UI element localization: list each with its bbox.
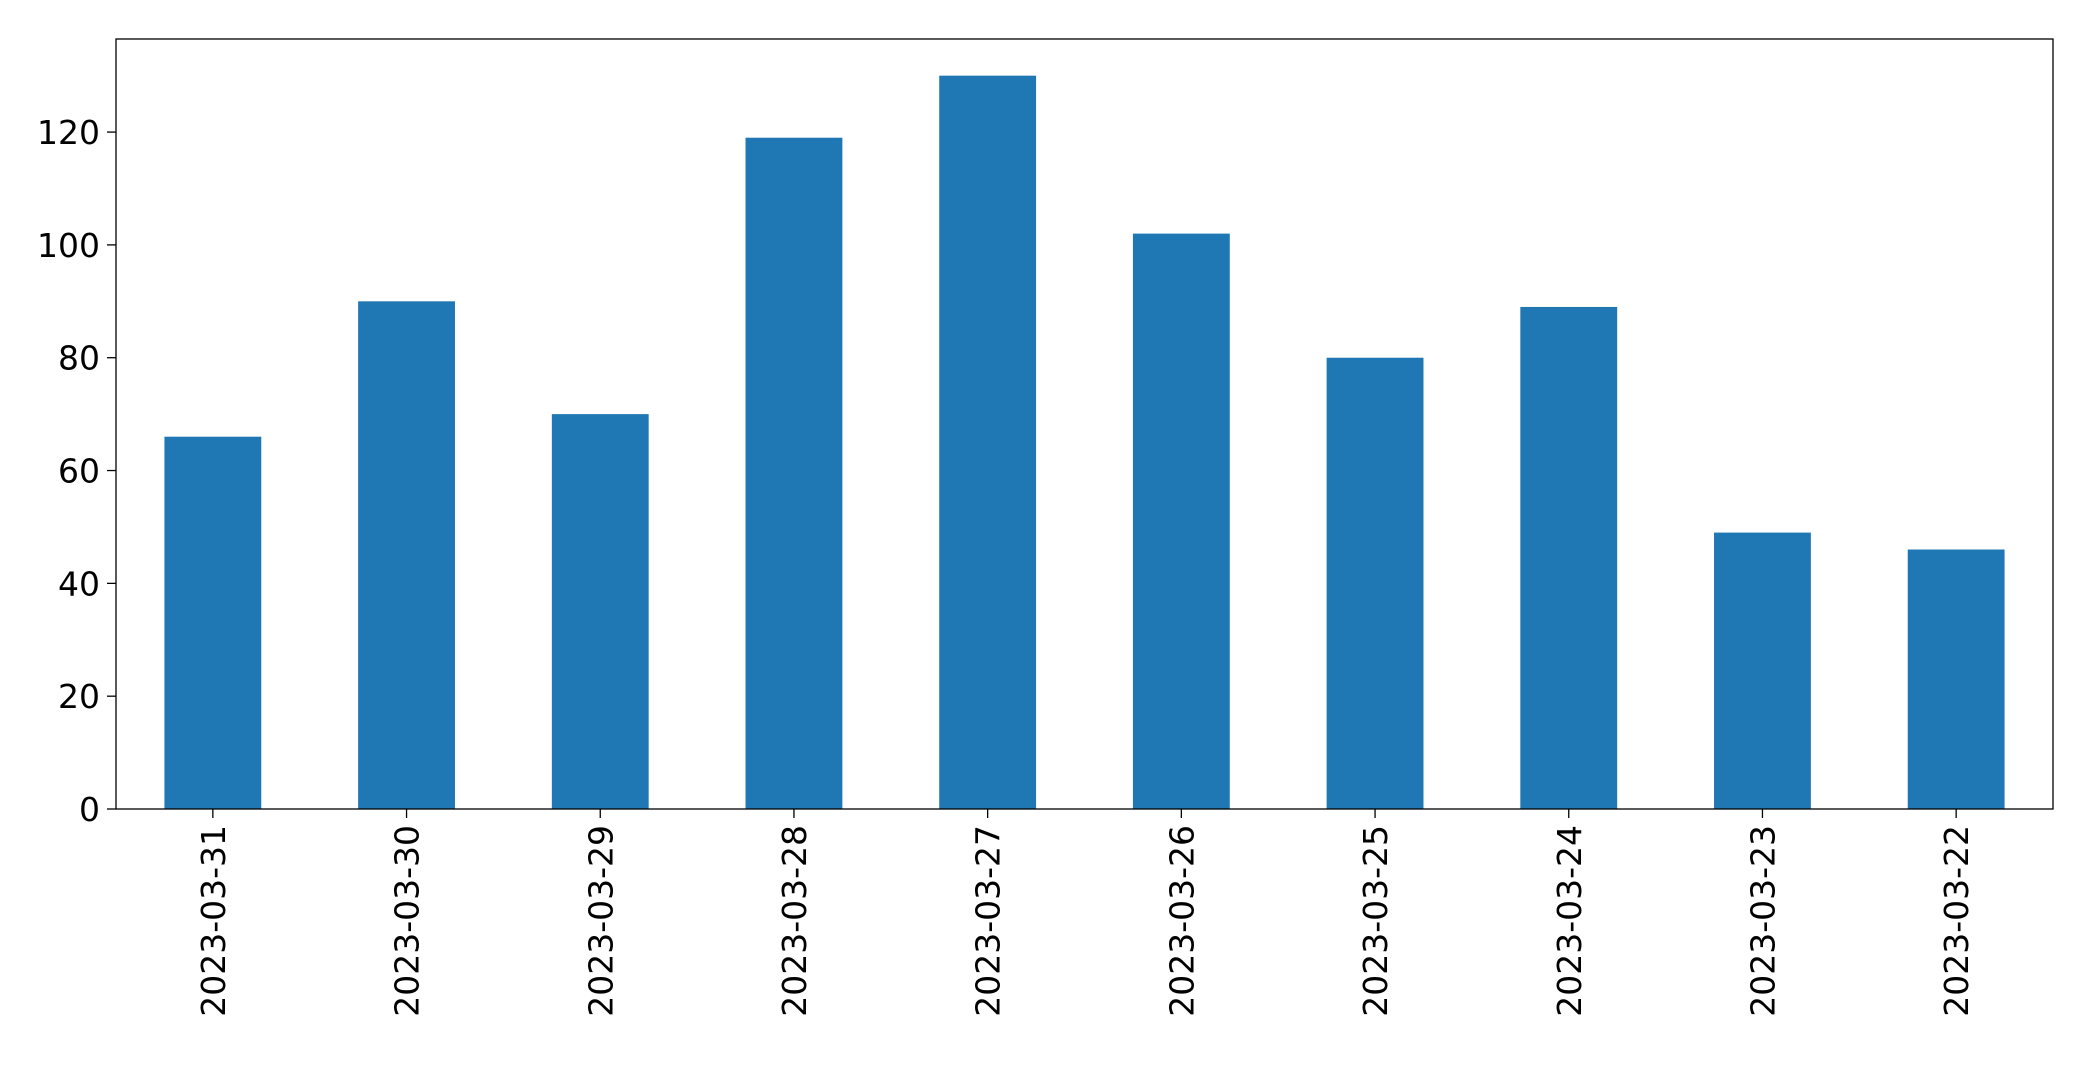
y-tick-label: 0 bbox=[79, 790, 100, 829]
x-tick-label: 2023-03-25 bbox=[1356, 825, 1395, 1017]
bar bbox=[939, 75, 1037, 809]
bar bbox=[745, 137, 843, 809]
bar bbox=[551, 414, 649, 809]
x-tick-label: 2023-03-22 bbox=[1937, 825, 1976, 1017]
x-tick-label: 2023-03-24 bbox=[1550, 825, 1589, 1017]
bar bbox=[358, 301, 455, 809]
y-tick-label: 60 bbox=[58, 452, 100, 491]
y-tick-label: 80 bbox=[58, 339, 100, 378]
x-tick-label: 2023-03-28 bbox=[775, 825, 814, 1017]
x-tick-label: 2023-03-23 bbox=[1743, 825, 1782, 1017]
y-tick-label: 120 bbox=[37, 113, 100, 152]
y-tick-label: 40 bbox=[58, 564, 100, 603]
y-tick-label: 20 bbox=[58, 677, 100, 716]
bar bbox=[164, 436, 262, 809]
bar bbox=[1907, 549, 2005, 809]
x-tick-label: 2023-03-26 bbox=[1162, 825, 1201, 1017]
x-tick-label: 2023-03-31 bbox=[194, 825, 233, 1017]
bar bbox=[1326, 357, 1424, 809]
bar bbox=[1132, 233, 1230, 810]
x-tick-label: 2023-03-29 bbox=[581, 825, 620, 1017]
x-tick-label: 2023-03-30 bbox=[388, 825, 427, 1017]
bar bbox=[1714, 532, 1811, 809]
x-tick-label: 2023-03-27 bbox=[969, 825, 1008, 1017]
plot-frame bbox=[115, 38, 2054, 810]
bar bbox=[1520, 306, 1618, 809]
y-tick-label: 100 bbox=[37, 226, 100, 265]
